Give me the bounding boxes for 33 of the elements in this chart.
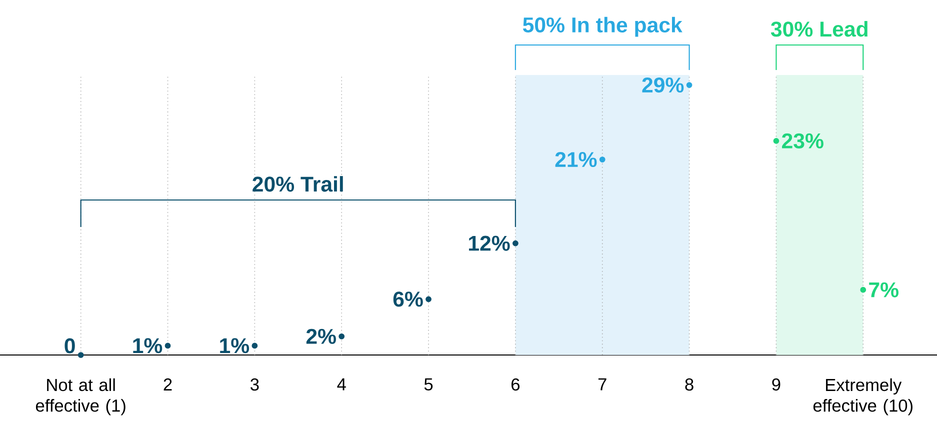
band-label: 30% Lead (770, 21, 868, 37)
data-label: 21% (555, 152, 597, 168)
data-label: 6% (393, 292, 423, 307)
point (686, 82, 692, 88)
x-tick-label: 9 (772, 378, 780, 391)
data-label: 1% (220, 338, 250, 354)
x-tick-label: 3 (250, 378, 259, 391)
x-tick-label: 7 (598, 378, 606, 390)
x-tick-label: 5 (424, 378, 433, 390)
point (78, 352, 84, 358)
data-label: 1% (133, 338, 162, 354)
data-label: 2% (306, 328, 336, 344)
data-label: 12% (469, 236, 510, 251)
x-tick-label: 2 (164, 378, 172, 390)
point (512, 240, 518, 246)
band-label: 50% In the pack (522, 16, 682, 37)
point (338, 333, 345, 340)
annotation: 20% Trail (252, 176, 343, 192)
x-tick-label: Extremely effective (10) (813, 378, 912, 416)
point (252, 342, 258, 349)
x-tick-label: Not at all effective (1) (36, 378, 126, 416)
data-label: 0 (64, 338, 75, 354)
x-tick-label: 6 (512, 378, 520, 391)
point (773, 138, 780, 144)
data-label: 23% (782, 133, 824, 148)
data-label: 29% (642, 77, 684, 93)
point (426, 296, 432, 302)
point (860, 286, 866, 293)
point (599, 156, 606, 162)
x-tick-label: 8 (685, 378, 694, 391)
x-tick-label: 4 (337, 378, 346, 390)
data-label: 7% (869, 282, 898, 298)
point (164, 342, 171, 349)
